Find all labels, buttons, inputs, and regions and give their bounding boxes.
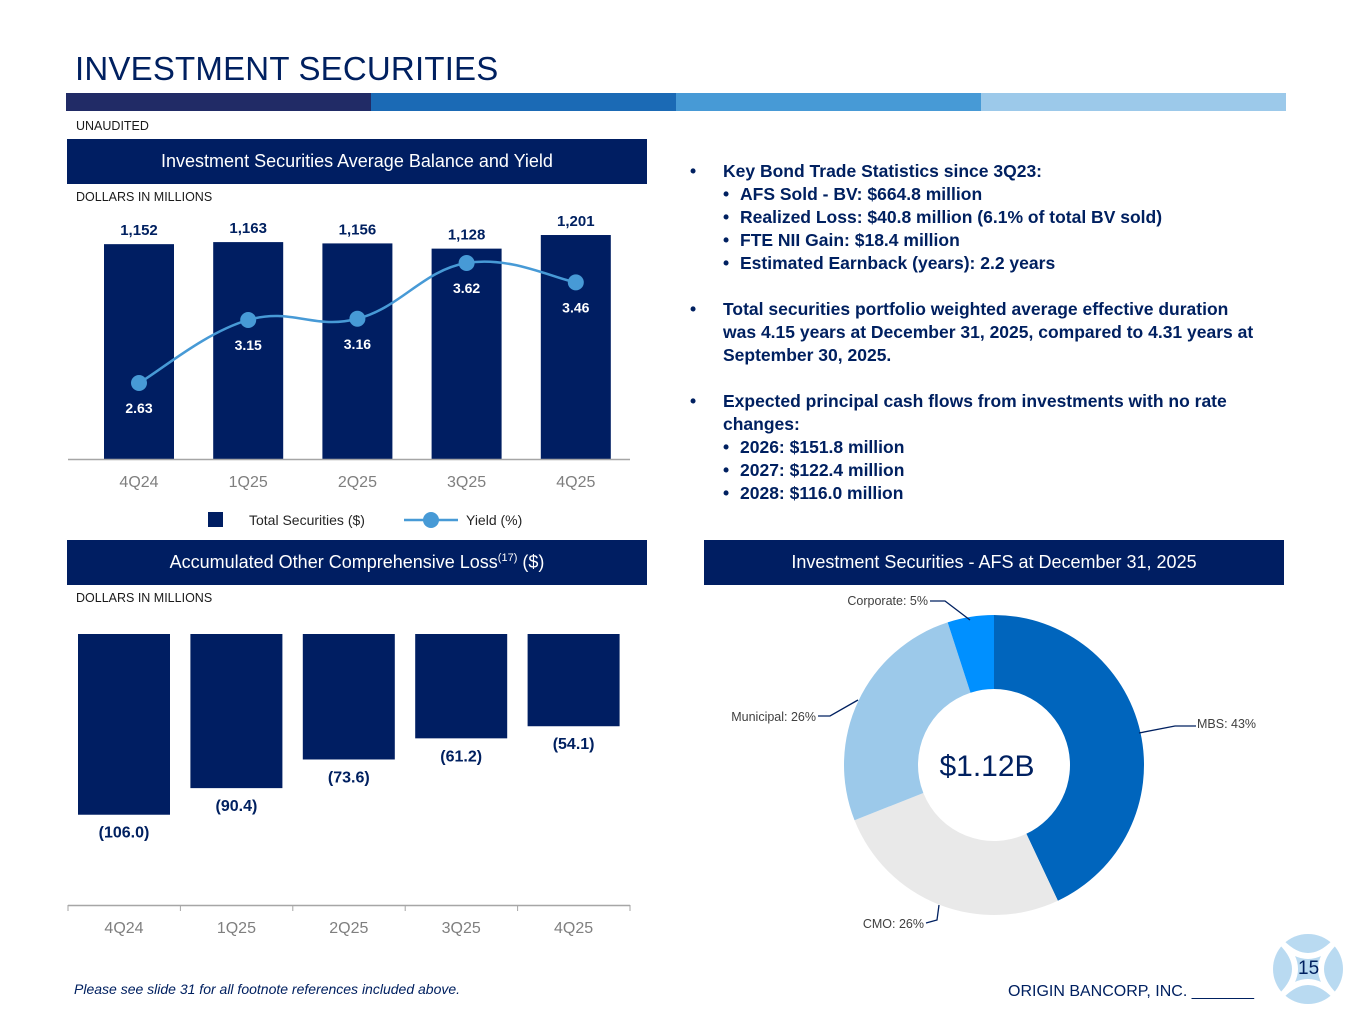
yield-point-label: 3.46 <box>562 299 589 315</box>
securities-bar-4q25 <box>540 235 611 459</box>
aocl-chart-title: Accumulated Other Comprehensive Loss(17)… <box>170 552 545 573</box>
afs-chart-title: Investment Securities - AFS at December … <box>791 552 1197 572</box>
sub-bullet: • 2028: $116.0 million <box>723 483 904 503</box>
securities-bar-2q25 <box>322 243 393 459</box>
donut-center-label: $1.12B <box>939 750 1034 783</box>
stripe-segment-4 <box>981 93 1286 111</box>
aocl-bar-2q25 <box>302 634 395 760</box>
securities-bar-label: 1,152 <box>120 222 158 239</box>
stripe-segment-2 <box>371 93 676 111</box>
balance-yield-chart: 1,152 1,163 1,156 1,128 1,201 2.63 3.15 3.16 3.6… <box>68 213 630 528</box>
donut-slice-corporate <box>947 615 994 693</box>
securities-bar-label: 1,128 <box>448 227 486 244</box>
aocl-bar-label: (106.0) <box>99 825 150 842</box>
legend-line-marker <box>423 512 439 528</box>
donut-slice-label: CMO: 26% <box>863 917 924 931</box>
donut-leader-line <box>818 699 859 717</box>
origin-logo <box>1273 934 1343 1004</box>
aocl-title-footnote: (17) <box>497 552 518 564</box>
x-tick-label: 2Q25 <box>338 474 377 491</box>
balance-yield-chart-title: Investment Securities Average Balance an… <box>161 151 553 171</box>
securities-bar-1q25 <box>213 242 284 459</box>
sub-bullet: • 2026: $151.8 million <box>723 437 905 457</box>
donut-leader-line <box>1138 725 1196 734</box>
bullet-item-1: • Key Bond Trade Statistics since 3Q23: <box>690 161 1043 181</box>
bullet-item-2-line: September 30, 2025. <box>723 345 892 365</box>
x-tick-label: 4Q25 <box>554 920 593 937</box>
x-tick-label: 3Q25 <box>442 920 481 937</box>
afs-chart-header: Investment Securities - AFS at December … <box>704 540 1284 585</box>
page-title: INVESTMENT SECURITIES <box>75 50 499 87</box>
footnote: Please see slide 31 for all footnote ref… <box>74 981 461 997</box>
aocl-chart-header: Accumulated Other Comprehensive Loss(17)… <box>67 540 647 585</box>
aocl-units-label: DOLLARS IN MILLIONS <box>76 591 213 605</box>
securities-bar-label: 1,201 <box>557 213 595 230</box>
key-points-list: • Key Bond Trade Statistics since 3Q23: •… <box>690 160 1330 505</box>
securities-bar-4q24 <box>104 244 174 459</box>
yield-point-label: 2.63 <box>125 400 152 416</box>
aocl-title-main: Accumulated Other Comprehensive Loss <box>169 552 498 572</box>
afs-donut-chart: MBS: 43% CMO: 26% Municipal: 26% Corporate:… <box>731 594 1256 931</box>
donut-slice-label: MBS: 43% <box>1197 717 1256 731</box>
page-number: 15 <box>1298 958 1320 979</box>
bullet-item-3-line: changes: <box>723 414 800 434</box>
legend-line-label: Yield (%) <box>466 512 522 528</box>
yield-point-3q25 <box>458 255 475 271</box>
aocl-bar-4q24 <box>78 634 170 815</box>
x-tick-label: 2Q25 <box>329 920 368 937</box>
sub-bullet: • Estimated Earnback (years): 2.2 years <box>723 253 1056 273</box>
aocl-bar-label: (73.6) <box>328 769 370 786</box>
x-tick-label: 1Q25 <box>229 474 268 491</box>
securities-bar-label: 1,163 <box>229 220 267 237</box>
bullet-item-3: • Expected principal cash flows from inve… <box>690 391 1227 411</box>
yield-point-2q25 <box>349 310 366 327</box>
x-tick-label: 4Q24 <box>119 474 158 491</box>
securities-bar-label: 1,156 <box>339 221 377 238</box>
company-name: ORIGIN BANCORP, INC. _______ <box>1008 983 1255 1000</box>
bullet-1-text: Key Bond Trade Statistics since 3Q23: <box>723 161 1043 181</box>
donut-slice-cmo <box>854 792 1058 915</box>
donut-slice-municipal <box>844 622 971 821</box>
x-tick-label: 3Q25 <box>447 474 486 491</box>
donut-leader-line <box>925 904 940 924</box>
aocl-bar-1q25 <box>190 634 283 789</box>
donut-slice-label: Municipal: 26% <box>731 710 816 724</box>
legend-bar-swatch <box>208 512 223 527</box>
x-tick-label: 4Q25 <box>556 474 595 491</box>
aocl-chart: (106.0) (90.4) (73.6) (61.2) (54.1) 4Q24 1Q25 2… <box>67 634 631 937</box>
donut-slice-mbs <box>994 615 1144 901</box>
x-tick-label: 1Q25 <box>217 920 256 937</box>
yield-point-1q25 <box>240 311 257 328</box>
x-tick-label: 4Q24 <box>104 920 143 937</box>
unaudited-label: UNAUDITED <box>76 119 149 133</box>
stripe-segment-1 <box>66 93 371 111</box>
securities-bar-3q25 <box>431 248 502 459</box>
sub-bullet: • Realized Loss: $40.8 million (6.1% of t… <box>723 207 1163 227</box>
yield-point-4q25 <box>567 274 584 291</box>
aocl-bar-label: (61.2) <box>440 748 482 765</box>
balance-yield-chart-header: Investment Securities Average Balance an… <box>67 139 647 184</box>
legend-bar-label: Total Securities ($) <box>249 512 365 528</box>
yield-point-label: 3.16 <box>344 336 371 352</box>
yield-point-4q24 <box>131 375 147 391</box>
yield-point-label: 3.62 <box>453 280 480 296</box>
bullet-item-2-line: was 4.15 years at December 31, 2025, com… <box>723 322 1254 342</box>
aocl-bar-label: (90.4) <box>216 798 258 815</box>
aocl-bar-4q25 <box>527 634 620 727</box>
sub-bullet: • AFS Sold - BV: $664.8 million <box>723 184 983 204</box>
donut-leader-line <box>930 600 971 621</box>
aocl-title-suffix: ($) <box>517 552 545 572</box>
sub-bullet: • FTE NII Gain: $18.4 million <box>723 230 960 250</box>
donut-slice-label: Corporate: 5% <box>847 594 928 608</box>
aocl-bar-label: (54.1) <box>553 736 595 753</box>
balance-yield-units-label: DOLLARS IN MILLIONS <box>76 190 213 204</box>
stripe-segment-3 <box>676 93 981 111</box>
aocl-bar-3q25 <box>415 634 508 739</box>
yield-point-label: 3.15 <box>235 337 262 353</box>
bullet-item-2: • Total securities portfolio weighted ave… <box>690 299 1229 319</box>
sub-bullet: • 2027: $122.4 million <box>723 460 905 480</box>
